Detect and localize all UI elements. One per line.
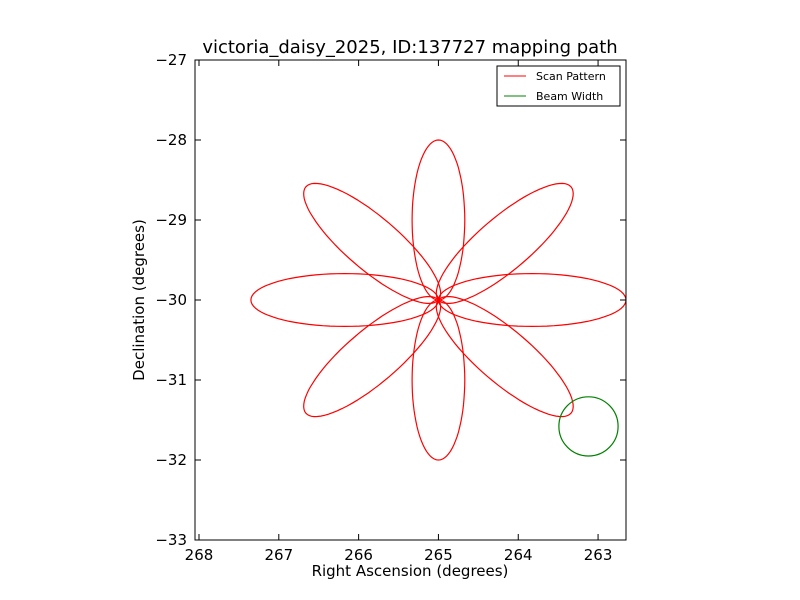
scan-pattern-petal <box>303 296 442 418</box>
y-axis-label: Declination (degrees) <box>130 219 148 381</box>
y-tick-label: −32 <box>155 451 187 469</box>
x-tick-label: 266 <box>344 546 373 564</box>
x-tick-label: 268 <box>185 546 214 564</box>
scan-pattern-petal <box>435 296 574 418</box>
scan-pattern-petal <box>411 299 466 461</box>
y-tick-label: −30 <box>155 291 187 309</box>
x-tick-label: 267 <box>264 546 293 564</box>
scan-pattern-petal <box>250 272 439 328</box>
y-axis-ticks: −27 −28 −29 −30 −31 −32 −33 <box>155 51 626 549</box>
scan-pattern-petal <box>303 182 442 304</box>
legend: Scan Pattern Beam Width <box>496 65 621 107</box>
x-tick-label: 264 <box>504 546 533 564</box>
y-tick-label: −33 <box>155 531 187 549</box>
legend-box <box>496 65 621 107</box>
x-axis-label: Right Ascension (degrees) <box>312 562 509 580</box>
x-tick-label: 263 <box>584 546 613 564</box>
chart-title: victoria_daisy_2025, ID:137727 mapping p… <box>202 37 617 58</box>
scan-pattern-petal <box>435 182 574 304</box>
y-tick-label: −31 <box>155 371 187 389</box>
beam-width-circle <box>558 396 619 457</box>
y-tick-label: −27 <box>155 51 187 69</box>
series-layer <box>250 139 626 461</box>
legend-label-beam-width: Beam Width <box>536 90 603 103</box>
x-axis-ticks: 268 267 266 265 264 263 <box>185 60 613 564</box>
scan-pattern-petal <box>411 139 466 301</box>
y-tick-label: −28 <box>155 131 187 149</box>
legend-label-scan-pattern: Scan Pattern <box>536 70 606 83</box>
x-tick-label: 265 <box>424 546 453 564</box>
scan-pattern-petal <box>437 272 626 328</box>
y-tick-label: −29 <box>155 211 187 229</box>
